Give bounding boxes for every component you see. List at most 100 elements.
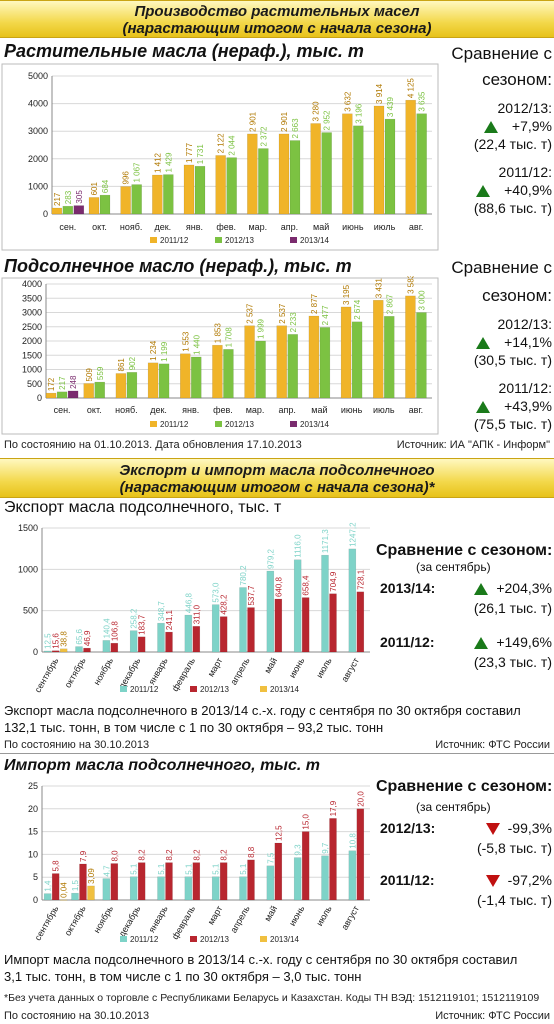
comparison-veg-period-2: 2011/12: bbox=[498, 164, 552, 180]
bar bbox=[405, 295, 416, 399]
bar bbox=[83, 383, 94, 399]
comparison-sun-period-2: 2011/12: bbox=[498, 380, 552, 396]
x-tick-label: июнь bbox=[341, 405, 363, 415]
data-label: 2 372 bbox=[259, 126, 268, 147]
bar bbox=[165, 862, 173, 901]
bar bbox=[51, 650, 60, 653]
bar bbox=[45, 392, 57, 399]
bar bbox=[94, 381, 105, 399]
comparison-imp-abs-1: (-5,8 тыс. т) bbox=[476, 840, 552, 856]
bar bbox=[276, 325, 287, 399]
data-label: 46,9 bbox=[83, 630, 92, 646]
bar bbox=[88, 197, 100, 215]
source-note-3: Источник: ФТС России bbox=[435, 1010, 550, 1022]
data-label: 1 553 bbox=[181, 331, 190, 352]
divider bbox=[0, 753, 554, 754]
bar bbox=[129, 876, 138, 901]
bar bbox=[51, 873, 60, 901]
bar bbox=[405, 99, 416, 215]
data-label: 3 439 bbox=[386, 97, 395, 118]
data-label: 902 bbox=[128, 356, 137, 370]
data-label: 1116,0 bbox=[294, 534, 303, 558]
bar bbox=[239, 587, 247, 653]
bar bbox=[274, 842, 283, 901]
data-label: 2 044 bbox=[228, 135, 237, 156]
bar bbox=[102, 878, 111, 901]
bar bbox=[329, 818, 337, 901]
x-tick-label: янв. bbox=[186, 222, 203, 232]
data-label: 1 999 bbox=[257, 318, 266, 339]
y-tick-label: 0 bbox=[43, 209, 48, 219]
bar bbox=[180, 353, 191, 399]
x-tick-label: апрель bbox=[228, 656, 252, 687]
comparison-exp-subheader: (за сентябрь) bbox=[416, 560, 491, 574]
bar bbox=[384, 316, 395, 399]
data-label: 140,4 bbox=[102, 618, 111, 639]
data-label: 446,8 bbox=[184, 592, 193, 613]
data-label: 428,2 bbox=[220, 594, 229, 615]
bar bbox=[255, 340, 266, 399]
bar bbox=[373, 299, 384, 399]
bar bbox=[211, 876, 220, 901]
x-tick-label: июль bbox=[314, 904, 334, 928]
y-tick-label: 1000 bbox=[28, 181, 48, 191]
data-label: 311,0 bbox=[192, 604, 201, 624]
legend-swatch bbox=[150, 421, 157, 427]
x-tick-label: авг. bbox=[409, 222, 423, 232]
bar bbox=[287, 334, 298, 399]
bar bbox=[56, 391, 68, 399]
legend-label: 2011/12 bbox=[160, 420, 189, 429]
import-text-1: Импорт масла подсолнечного в 2013/14 с.-… bbox=[4, 952, 518, 967]
data-label: 601 bbox=[90, 182, 99, 196]
bar bbox=[416, 113, 427, 215]
data-label: 2 674 bbox=[353, 299, 362, 320]
comparison-exp: Сравнение с сезоном: (за сентябрь) 2013/… bbox=[376, 542, 552, 670]
bar bbox=[184, 614, 193, 653]
x-tick-label: окт. bbox=[87, 405, 102, 415]
bar bbox=[278, 133, 290, 215]
legend-label: 2011/12 bbox=[160, 236, 189, 245]
data-label: 1 731 bbox=[196, 144, 205, 165]
chart-title-veg: Растительные масла (нераф.), тыс. т bbox=[4, 41, 364, 61]
data-label: 8,2 bbox=[138, 849, 147, 861]
y-tick-label: 500 bbox=[23, 606, 38, 616]
data-label: 2 952 bbox=[323, 110, 332, 131]
import-text-2: 3,1 тыс. тонн, в том числе с 1 по 30 окт… bbox=[4, 969, 362, 984]
legend-swatch bbox=[120, 686, 127, 692]
data-label: 248 bbox=[69, 375, 78, 389]
bar bbox=[137, 862, 146, 901]
bar bbox=[71, 892, 79, 901]
bar bbox=[319, 327, 331, 399]
x-tick-label: октябрь bbox=[63, 656, 88, 690]
comparison-imp-pct-1: -99,3% bbox=[507, 820, 552, 836]
bar bbox=[239, 876, 247, 901]
x-tick-label: март bbox=[206, 656, 225, 678]
x-tick-label: январь bbox=[146, 656, 169, 687]
data-label: 65,6 bbox=[75, 628, 84, 644]
data-label: 2 901 bbox=[248, 111, 257, 132]
data-label: 5,1 bbox=[239, 863, 248, 875]
bar bbox=[244, 325, 255, 399]
data-label: 7,5 bbox=[266, 852, 275, 864]
legend-label: 2013/14 bbox=[270, 935, 299, 944]
comparison-sun-header2: сезоном: bbox=[482, 286, 552, 305]
status-note-3: По состоянию на 30.10.2013 bbox=[4, 1010, 150, 1022]
bar bbox=[137, 636, 146, 653]
comparison-sun-period-1: 2012/13: bbox=[497, 316, 553, 332]
chart-exp: 0 500 1000 1500 12,5 15,638,8 сентябрь 65,6 46,9… bbox=[18, 522, 370, 694]
bar bbox=[102, 640, 111, 653]
data-label: 1 429 bbox=[164, 152, 173, 173]
bar bbox=[79, 863, 87, 901]
comparison-sun-pct-1: +14,1% bbox=[504, 334, 552, 350]
bar bbox=[158, 363, 170, 399]
x-tick-label: август bbox=[339, 904, 361, 932]
bar bbox=[247, 133, 258, 215]
x-tick-label: нояб. bbox=[115, 405, 138, 415]
data-label: 1 199 bbox=[160, 341, 169, 362]
data-label: 241,1 bbox=[165, 609, 174, 630]
data-label: 8,8 bbox=[247, 846, 256, 858]
data-label: 217 bbox=[58, 376, 67, 390]
legend-label: 2012/13 bbox=[200, 935, 229, 944]
data-label: 0,04 bbox=[60, 882, 69, 898]
y-tick-label: 5000 bbox=[28, 71, 48, 81]
